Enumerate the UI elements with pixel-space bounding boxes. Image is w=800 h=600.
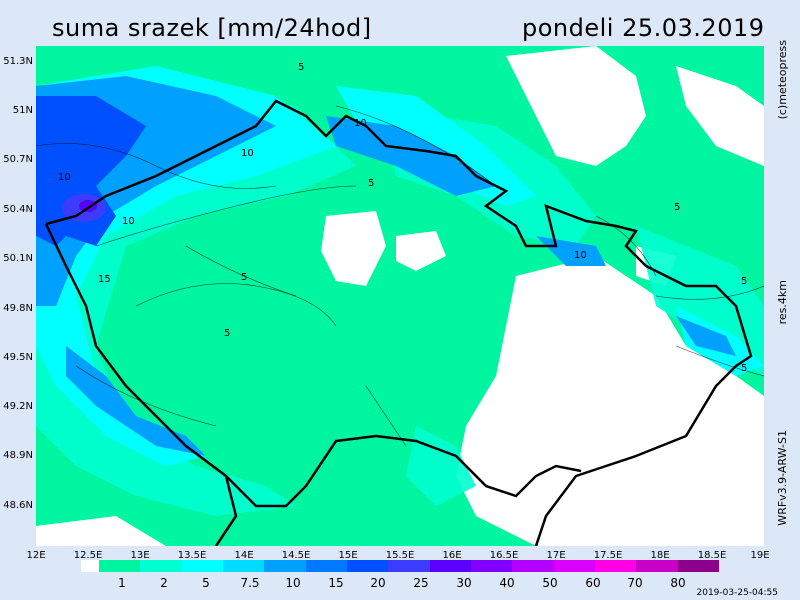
legend-label: 20 <box>370 576 385 590</box>
legend-swatch <box>678 560 719 572</box>
y-tick-label: 51.3N <box>0 56 33 67</box>
legend-label: 30 <box>456 576 471 590</box>
legend-swatch <box>388 560 429 572</box>
legend-label: 60 <box>585 576 600 590</box>
legend-swatches <box>99 560 719 572</box>
legend-swatch <box>636 560 677 572</box>
precipitation-map: 5 10 10 10 5 10 15 5 5 5 10 5 5 5 <box>36 46 764 546</box>
timestamp: 2019-03-25-04:55 <box>697 588 779 598</box>
y-tick-label: 50.7N <box>0 154 33 165</box>
legend-swatch <box>347 560 388 572</box>
contour-label: 5 <box>674 202 680 213</box>
legend-swatch <box>471 560 512 572</box>
legend-swatch <box>99 560 140 572</box>
legend-swatch <box>182 560 223 572</box>
legend-label: 1 <box>118 576 126 590</box>
legend-label: 5 <box>202 576 210 590</box>
contour-label: 5 <box>224 328 230 339</box>
contour-label: 10 <box>58 172 71 183</box>
legend-label: 70 <box>627 576 642 590</box>
y-tick-label: 48.6N <box>0 500 33 511</box>
contour-label: 10 <box>574 250 587 261</box>
legend-swatch <box>306 560 347 572</box>
contour-label: 5 <box>368 178 374 189</box>
legend-swatch <box>264 560 305 572</box>
legend-swatch <box>81 560 99 572</box>
contour-label: 5 <box>741 276 747 287</box>
contour-label: 5 <box>241 272 247 283</box>
copyright-label: (c)meteopress <box>776 40 789 119</box>
resolution-label: res.4km <box>776 280 789 324</box>
y-tick-label: 50.1N <box>0 253 33 264</box>
legend-label: 10 <box>285 576 300 590</box>
precip-area-30mm <box>79 200 97 212</box>
x-tick-label: 12E <box>26 550 45 561</box>
model-label: WRFv3.9-ARW-S1 <box>776 430 789 526</box>
y-tick-label: 50.4N <box>0 204 33 215</box>
legend-swatch <box>223 560 264 572</box>
legend-swatch <box>554 560 595 572</box>
x-tick-label: 19E <box>750 550 769 561</box>
legend-label: 50 <box>542 576 557 590</box>
legend-label: 2 <box>160 576 168 590</box>
y-tick-label: 49.8N <box>0 303 33 314</box>
y-tick-label: 49.2N <box>0 401 33 412</box>
legend-label: 7.5 <box>240 576 259 590</box>
legend-label: 25 <box>413 576 428 590</box>
contour-label: 5 <box>741 363 747 374</box>
contour-label: 15 <box>98 274 111 285</box>
map-title: suma srazek [mm/24hod] <box>52 14 372 42</box>
contour-label: 10 <box>354 118 367 129</box>
y-tick-label: 51N <box>0 105 33 116</box>
y-tick-label: 48.9N <box>0 450 33 461</box>
map-date: pondeli 25.03.2019 <box>522 14 765 42</box>
contour-label: 5 <box>298 62 304 73</box>
legend-label: 80 <box>670 576 685 590</box>
contour-label: 10 <box>241 148 254 159</box>
legend-swatch <box>595 560 636 572</box>
legend-swatch <box>512 560 553 572</box>
y-tick-label: 49.5N <box>0 352 33 363</box>
legend-label: 15 <box>328 576 343 590</box>
contour-label: 10 <box>122 216 135 227</box>
legend-swatch <box>430 560 471 572</box>
map-svg: 5 10 10 10 5 10 15 5 5 5 10 5 5 5 <box>36 46 764 546</box>
legend-swatch <box>140 560 181 572</box>
legend-color-bar <box>81 560 99 572</box>
legend-label: 40 <box>499 576 514 590</box>
